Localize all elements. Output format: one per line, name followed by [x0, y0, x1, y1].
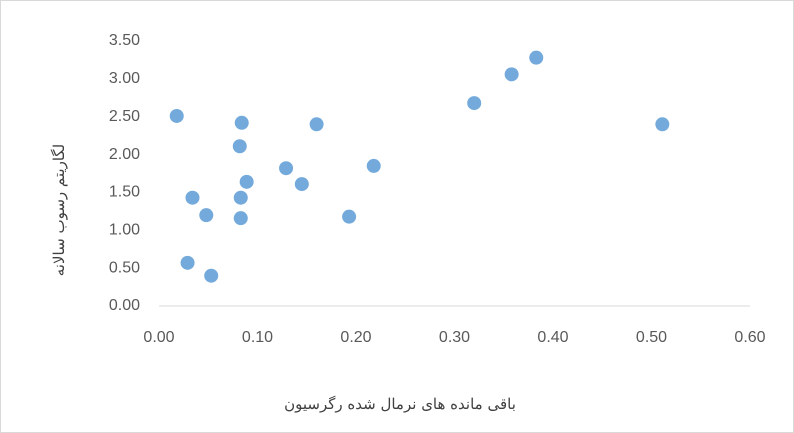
x-tick-label: 0.00 [143, 329, 174, 346]
point [199, 208, 214, 223]
point [655, 117, 670, 132]
point [232, 139, 247, 154]
point [279, 161, 294, 176]
y-tick-label: 1.50 [109, 184, 140, 201]
y-tick-label: 1.00 [109, 222, 140, 239]
point [309, 117, 324, 132]
point [467, 96, 482, 111]
x-axis-title: باقی مانده های نرمال شده رگرسیون [284, 395, 516, 413]
x-tick-label: 0.60 [734, 329, 765, 346]
y-tick-label: 2.00 [109, 146, 140, 163]
point [233, 190, 248, 205]
y-axis-title: لگاریتم رسوب سالانه [50, 144, 68, 276]
point [294, 177, 309, 192]
y-tick-label: 0.50 [109, 259, 140, 276]
x-tick-label: 0.50 [636, 329, 667, 346]
y-tick-label: 3.50 [109, 32, 140, 49]
x-tick-label: 0.10 [242, 329, 273, 346]
point [169, 108, 184, 123]
point [504, 67, 519, 82]
point [342, 209, 357, 224]
y-tick-label: 2.50 [109, 108, 140, 125]
y-tick-label: 0.00 [109, 297, 140, 314]
x-tick-label: 0.40 [537, 329, 568, 346]
point [529, 50, 544, 65]
point [180, 255, 195, 270]
point [185, 190, 200, 205]
point [366, 158, 381, 173]
x-tick-label: 0.20 [340, 329, 371, 346]
point [233, 211, 248, 226]
y-tick-label: 3.00 [109, 70, 140, 87]
x-tick-label: 0.30 [439, 329, 470, 346]
point [234, 115, 249, 130]
point [239, 174, 254, 189]
point [204, 268, 219, 283]
